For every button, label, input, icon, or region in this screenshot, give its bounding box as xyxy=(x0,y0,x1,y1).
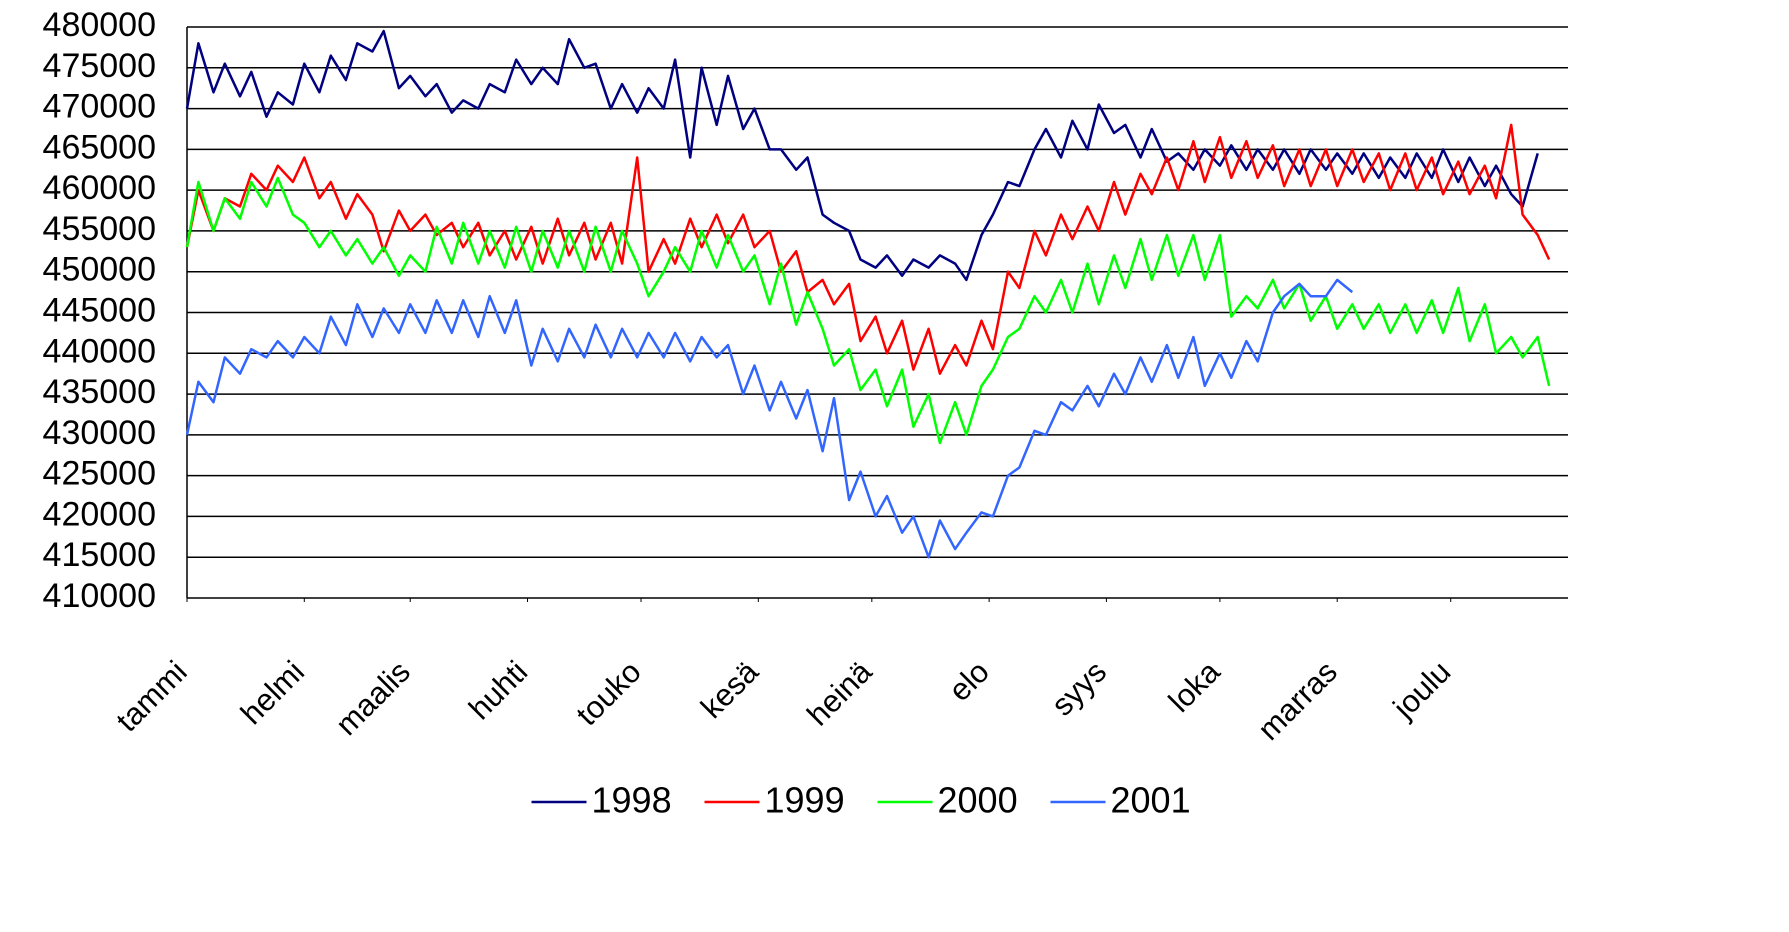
y-tick-label: 460000 xyxy=(43,169,156,207)
y-tick-label: 410000 xyxy=(43,577,156,615)
y-tick-label: 480000 xyxy=(43,6,156,44)
y-tick-label: 440000 xyxy=(43,332,156,370)
y-tick-label: 415000 xyxy=(43,536,156,574)
y-tick-label: 425000 xyxy=(43,455,156,493)
y-tick-label: 465000 xyxy=(43,128,156,166)
legend-label: 2000 xyxy=(938,780,1018,821)
legend-label: 1998 xyxy=(592,780,672,821)
y-tick-label: 475000 xyxy=(43,47,156,85)
legend-label: 1999 xyxy=(765,780,845,821)
legend-label: 2001 xyxy=(1111,780,1191,821)
y-tick-label: 470000 xyxy=(43,88,156,126)
series-line xyxy=(185,29,1539,282)
series-line xyxy=(185,278,1354,559)
y-tick-label: 430000 xyxy=(43,414,156,452)
y-tick-label: 445000 xyxy=(43,291,156,329)
y-tick-label: 420000 xyxy=(43,495,156,533)
y-tick-label: 450000 xyxy=(43,251,156,289)
y-tick-label: 435000 xyxy=(43,373,156,411)
series-line xyxy=(185,123,1551,375)
y-tick-label: 455000 xyxy=(43,210,156,248)
series-line xyxy=(185,176,1551,445)
